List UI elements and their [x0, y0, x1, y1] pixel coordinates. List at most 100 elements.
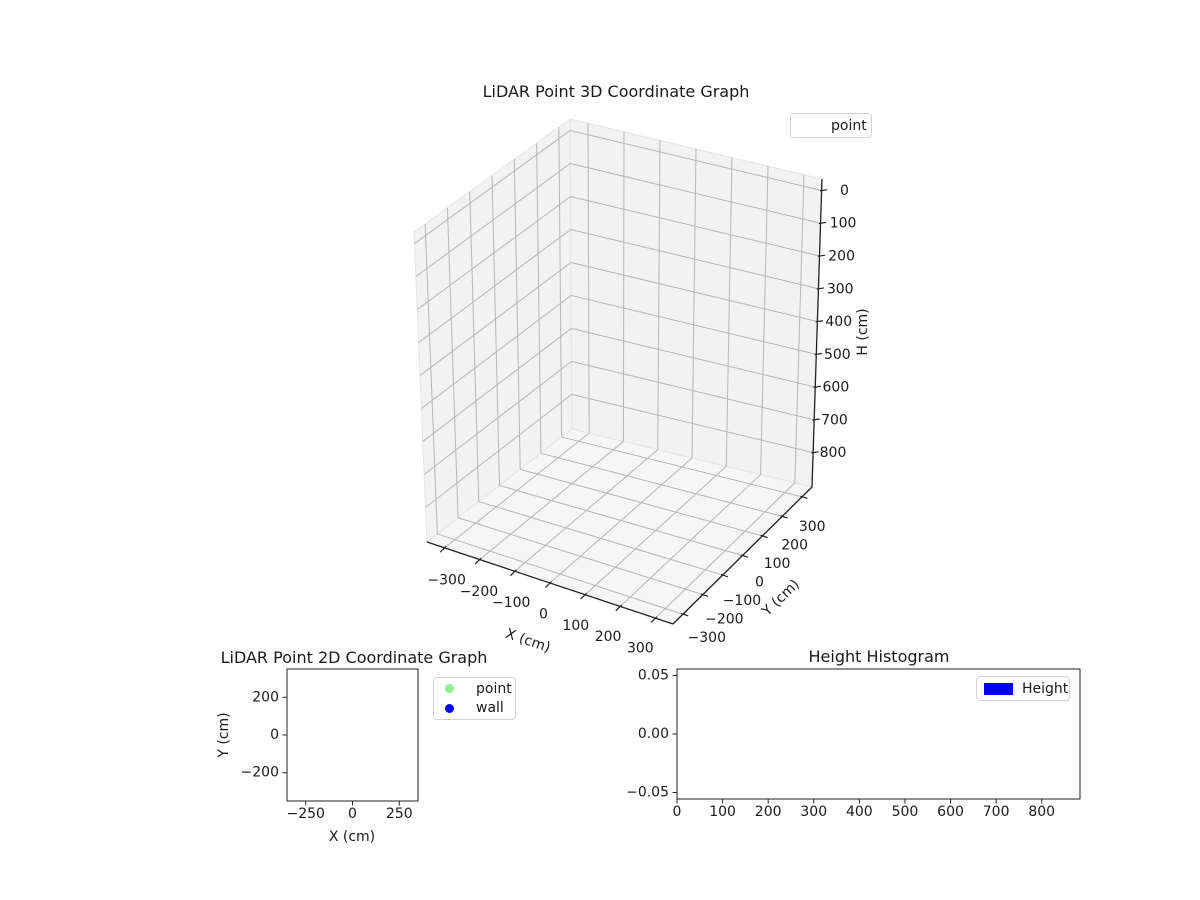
plot3d-x-tick — [509, 569, 517, 577]
plot3d-z-tick-label: 700 — [821, 412, 848, 428]
histogram-x-tick-label: 500 — [892, 804, 919, 820]
plot3d-y-tick-label: 0 — [755, 575, 764, 591]
plot2d-y-axis-label: Y (cm) — [216, 712, 232, 758]
legend-entry-point: point — [434, 680, 515, 698]
plot2d-title: LiDAR Point 2D Coordinate Graph — [220, 648, 488, 667]
plot3d-grid-line — [760, 166, 769, 475]
plot3d-z-tick-label: 100 — [830, 216, 857, 232]
plot3d-x-tick — [439, 545, 447, 553]
plot3d-z-tick — [812, 418, 820, 421]
plot3d-y-tick — [780, 515, 788, 519]
plot3d-z-tick — [819, 189, 828, 192]
plot3d-grid-line — [479, 441, 624, 560]
histogram-x-tick-label: 200 — [755, 804, 782, 820]
plot3d-title: LiDAR Point 3D Coordinate Graph — [482, 82, 750, 101]
plot3d-x-tick — [474, 557, 482, 565]
legend-label-point: point — [476, 680, 512, 697]
plot3d-grid-line — [587, 123, 590, 434]
plot3d-z-tick-label: 800 — [820, 445, 847, 461]
legend-entry-wall: wall — [434, 699, 515, 717]
plot3d-z-tick-label: 500 — [824, 347, 851, 363]
plot3d-y-tick-label: 200 — [781, 538, 808, 554]
plot3d-grid-line — [655, 482, 796, 619]
plot3d-y-tick — [760, 534, 768, 539]
wall-marker-icon — [445, 703, 454, 713]
plot3d-z-tick — [813, 385, 821, 388]
plot3d-z-tick — [817, 254, 826, 257]
histogram-x-tick-label: 600 — [937, 804, 964, 820]
plot3d-grid-line — [514, 449, 659, 572]
histogram-y-tick-label: −0.05 — [626, 785, 669, 801]
plot3d-grid-line — [549, 457, 693, 584]
plot3d-x-tick-label: 0 — [539, 607, 548, 623]
plot3d-grid-line — [794, 174, 805, 483]
histogram-x-tick-label: 700 — [983, 804, 1010, 820]
plot3d-x-tick — [615, 604, 623, 612]
plot3d-y-tick — [681, 613, 689, 617]
plot3d-legend: point — [790, 113, 872, 138]
plot2d-x-axis-label: X (cm) — [328, 829, 376, 845]
plot3d-z-tick — [815, 320, 823, 323]
plot3d-z-tick — [814, 352, 822, 356]
histogram-x-tick-label: 300 — [800, 804, 827, 820]
plot3d-grid-line — [513, 159, 521, 470]
plot3d-y-tick-label: 300 — [799, 519, 826, 535]
plot3d-z-tick — [811, 451, 819, 454]
plot3d-grid-line — [446, 207, 459, 518]
legend-label-height: Height — [1022, 680, 1069, 697]
plot3d-x-tick-label: −100 — [492, 595, 530, 611]
legend-label-point: point — [831, 117, 867, 134]
plot3d-z-axis-line — [811, 178, 823, 488]
plot3d-z-tick-label: 400 — [825, 314, 852, 330]
plot3d-z-tick-label: 200 — [828, 249, 855, 265]
plot3d-y-tick — [700, 593, 709, 597]
plot3d-x-tick — [545, 581, 552, 588]
histogram-x-tick-label: 800 — [1028, 804, 1055, 820]
point-marker-icon — [445, 684, 454, 694]
histogram-y-tick-label: 0.05 — [638, 667, 669, 683]
plot2d-y-tick-label: −200 — [241, 765, 279, 781]
plot3d-grid-line — [491, 175, 500, 486]
plot3d-y-tick-label: 100 — [764, 556, 791, 572]
plot2d-x-tick-label: −250 — [286, 806, 324, 822]
plot3d-grid-line — [584, 465, 727, 596]
plot3d-y-tick — [800, 495, 808, 500]
plot3d-y-tick — [740, 554, 748, 558]
plot3d-grid-line — [469, 191, 480, 502]
histogram-title: Height Histogram — [808, 647, 950, 666]
plot3d-y-tick-label: −300 — [688, 630, 726, 646]
plot2d-y-tick-label: 200 — [252, 689, 279, 705]
plot3d-grid-line — [536, 143, 542, 454]
histogram-legend: Height — [976, 676, 1070, 701]
plot3d-x-tick — [650, 616, 658, 623]
plot3d-y-tick — [720, 573, 729, 578]
plot3d-z-tick-label: 300 — [827, 281, 854, 297]
plot2d-x-tick-label: 0 — [348, 806, 357, 822]
plot3d-x-tick-label: 300 — [627, 640, 654, 656]
plot3d-x-tick-label: 200 — [595, 629, 622, 645]
height-bar-swatch-icon — [984, 682, 1013, 695]
histogram-x-tick-label: 0 — [673, 804, 682, 820]
plot3d-y-tick-label: −200 — [705, 611, 743, 627]
plot3d-grid-line — [725, 157, 733, 467]
plot3d-grid-line — [558, 127, 563, 438]
legend-empty-handle — [799, 121, 831, 131]
plot3d-grid-line — [657, 140, 661, 450]
plot2d-y-tick-label: 0 — [270, 727, 279, 743]
plot3d-y-tick-label: −100 — [723, 593, 761, 609]
plot3d-x-tick-label: 100 — [562, 618, 589, 634]
plot3d-grid-line — [424, 223, 438, 534]
plot3d-grid-line — [619, 474, 761, 607]
plot2d-x-tick-label: 250 — [386, 806, 413, 822]
plot3d-z-tick — [816, 287, 825, 290]
plot3d-x-tick-label: −200 — [460, 584, 498, 600]
histogram-y-tick-label: 0.00 — [638, 726, 669, 742]
plot2d-legend: point wall — [433, 677, 516, 720]
plot3d-x-tick-label: −300 — [427, 573, 465, 589]
plot3d-grid-line — [691, 148, 697, 459]
plot3d-grid-line — [444, 432, 590, 549]
plot3d-z-axis-label: H (cm) — [855, 308, 871, 356]
plot3d-z-tick-label: 0 — [840, 183, 849, 199]
